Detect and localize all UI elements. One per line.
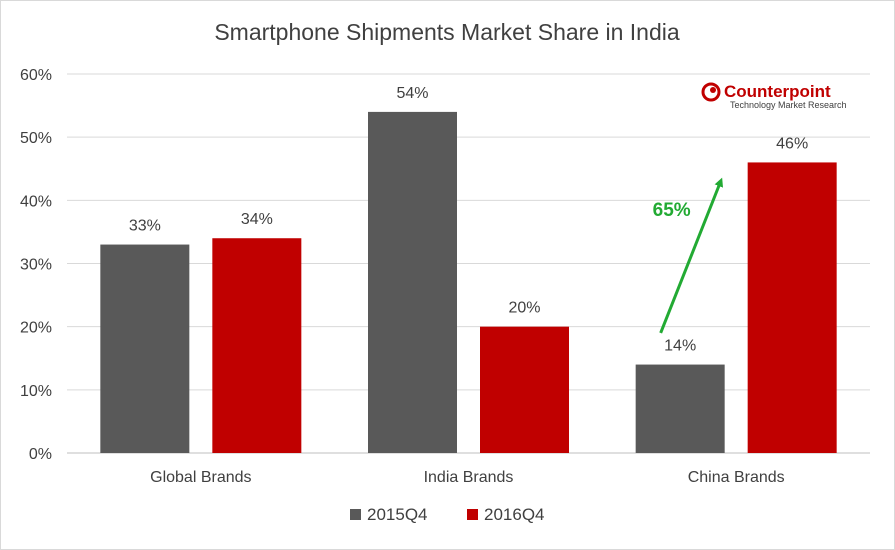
y-tick-label: 0% <box>29 446 52 463</box>
bar-2015Q4-india-brands <box>368 111 457 454</box>
growth-annotation: 65% <box>653 177 724 334</box>
bar-2015Q4-china-brands <box>635 364 725 453</box>
counterpoint-logo: Counterpoint Technology Market Research <box>701 82 847 110</box>
data-labels: 33% 34% 54% 20% 14% 46% <box>129 85 808 355</box>
logo-dot <box>710 87 716 93</box>
chart-title: Smartphone Shipments Market Share in Ind… <box>214 19 680 45</box>
data-label: 20% <box>508 300 540 317</box>
y-tick-label: 30% <box>20 257 52 274</box>
growth-label: 65% <box>653 200 691 221</box>
logo-tagline: Technology Market Research <box>730 100 847 110</box>
category-label: Global Brands <box>150 469 251 486</box>
bar-2016Q4-india-brands <box>480 326 569 453</box>
y-tick-label: 50% <box>20 130 52 147</box>
logo-name: Counterpoint <box>724 82 831 101</box>
y-tick-label: 20% <box>20 320 52 337</box>
data-label: 46% <box>776 135 808 152</box>
legend: 2015Q4 2016Q4 <box>350 505 545 524</box>
legend-swatch <box>350 509 361 520</box>
bar-2015Q4-global-brands <box>100 244 190 453</box>
x-axis-categories: Global Brands India Brands China Brands <box>150 469 785 486</box>
counterpoint-logo-icon <box>701 82 721 102</box>
data-label: 34% <box>241 211 273 228</box>
category-label: China Brands <box>688 469 785 486</box>
bars <box>100 111 837 454</box>
data-label: 54% <box>396 85 428 102</box>
gridlines <box>67 73 870 454</box>
data-label: 33% <box>129 218 161 235</box>
legend-label: 2015Q4 <box>367 505 428 524</box>
growth-arrow <box>659 177 724 334</box>
bar-2016Q4-china-brands <box>747 162 837 453</box>
bar-2016Q4-global-brands <box>212 238 302 453</box>
y-tick-label: 40% <box>20 193 52 210</box>
category-label: India Brands <box>424 469 514 486</box>
legend-swatch <box>467 509 478 520</box>
y-axis-ticks: 0% 10% 20% 30% 40% 50% 60% <box>20 67 52 463</box>
y-tick-label: 60% <box>20 67 52 84</box>
legend-label: 2016Q4 <box>484 505 545 524</box>
y-tick-label: 10% <box>20 383 52 400</box>
data-label: 14% <box>664 338 696 355</box>
